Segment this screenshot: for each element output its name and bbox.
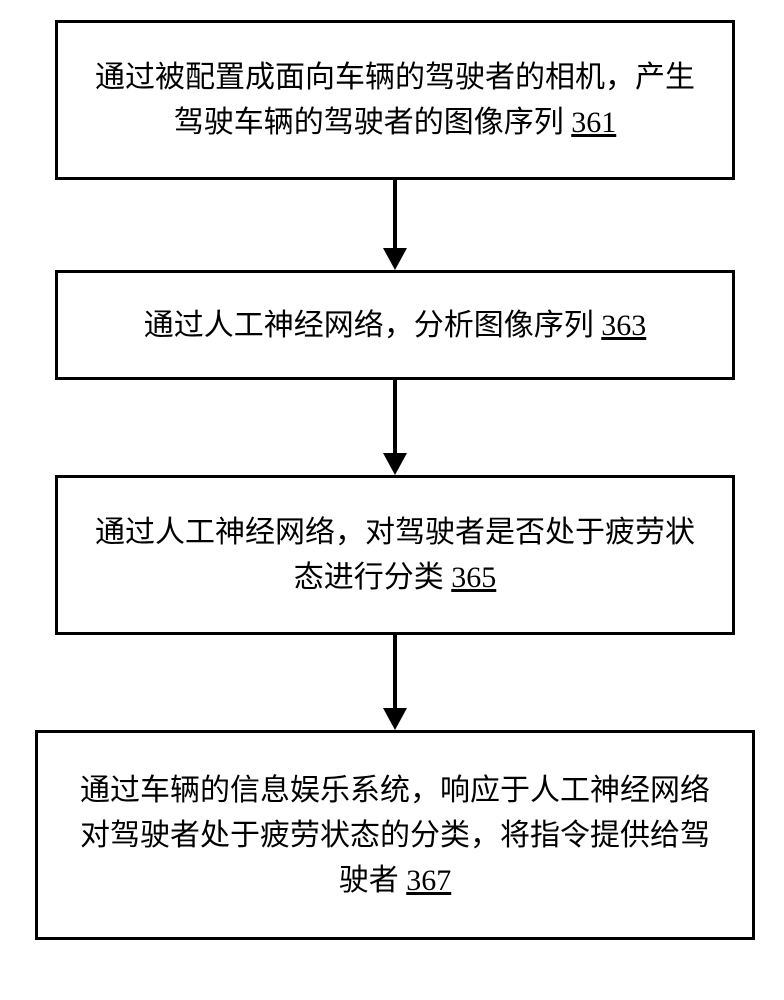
flowchart-node-n1: 通过被配置成面向车辆的驾驶者的相机，产生驾驶车辆的驾驶者的图像序列 361	[55, 20, 735, 180]
flowchart-node-n3: 通过人工神经网络，对驾驶者是否处于疲劳状态进行分类 365	[55, 475, 735, 635]
node-ref: 367	[406, 864, 451, 897]
arrow-line	[393, 635, 397, 708]
node-text: 通过人工神经网络，对驾驶者是否处于疲劳状态进行分类 365	[88, 510, 702, 600]
arrow-head-icon	[383, 248, 407, 270]
node-text: 通过被配置成面向车辆的驾驶者的相机，产生驾驶车辆的驾驶者的图像序列 361	[88, 55, 702, 145]
arrow-head-icon	[383, 708, 407, 730]
node-text: 通过人工神经网络，分析图像序列 363	[144, 303, 647, 348]
node-label: 通过人工神经网络，对驾驶者是否处于疲劳状态进行分类	[95, 516, 695, 594]
node-ref: 363	[601, 309, 646, 342]
arrow-line	[393, 180, 397, 248]
node-text: 通过车辆的信息娱乐系统，响应于人工神经网络对驾驶者处于疲劳状态的分类，将指令提供…	[68, 768, 722, 903]
flowchart-node-n2: 通过人工神经网络，分析图像序列 363	[55, 270, 735, 380]
node-ref: 365	[451, 561, 496, 594]
node-ref: 361	[571, 106, 616, 139]
flowchart-container: 通过被配置成面向车辆的驾驶者的相机，产生驾驶车辆的驾驶者的图像序列 361 通过人…	[0, 0, 784, 1000]
flowchart-node-n4: 通过车辆的信息娱乐系统，响应于人工神经网络对驾驶者处于疲劳状态的分类，将指令提供…	[35, 730, 755, 940]
node-label: 通过车辆的信息娱乐系统，响应于人工神经网络对驾驶者处于疲劳状态的分类，将指令提供…	[80, 774, 710, 897]
node-label: 通过人工神经网络，分析图像序列	[144, 309, 602, 342]
arrow-line	[393, 380, 397, 453]
arrow-head-icon	[383, 453, 407, 475]
